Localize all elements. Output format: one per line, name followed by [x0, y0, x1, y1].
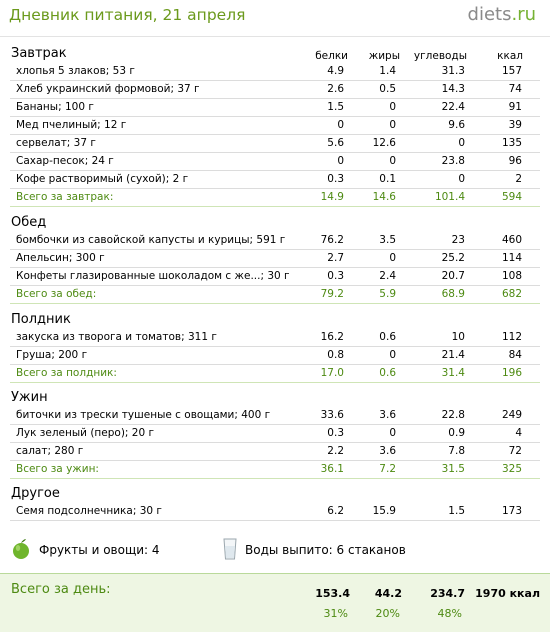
day-total-protein: 153.4: [315, 587, 350, 600]
table-row: бомбочки из савойской капусты и курицы; …: [10, 232, 540, 250]
day-total-panel: Всего за день: 153.4 44.2 234.7 1970 кка…: [0, 573, 550, 632]
table-row: Хлеб украинский формовой; 37 г 2.6 0.5 14.3…: [10, 81, 540, 99]
col-header-protein: белки: [315, 50, 348, 62]
table-row: сервелат; 37 г 5.6 12.6 0 135: [10, 135, 540, 153]
fruits-veggies-count: Фрукты и овощи: 4: [39, 543, 160, 557]
green-apple-icon: [11, 538, 31, 560]
total-row-breakfast: Всего за завтрак: 14.9 14.6 101.4 594: [10, 189, 540, 207]
table-row: Груша; 200 г 0.8 0 21.4 84: [10, 347, 540, 365]
header-divider: [0, 36, 550, 37]
table-row: Апельсин; 300 г 2.7 0 25.2 114: [10, 250, 540, 268]
page-title: Дневник питания, 21 апреля: [9, 6, 246, 24]
site-logo[interactable]: diets.ru: [468, 4, 536, 25]
table-row: Лук зеленый (перо); 20 г 0.3 0 0.9 4: [10, 425, 540, 443]
table-row: салат; 280 г 2.2 3.6 7.8 72: [10, 443, 540, 461]
table-row: Сахар-песок; 24 г 0 0 23.8 96: [10, 153, 540, 171]
day-total-carbs-pct: 48%: [437, 607, 462, 620]
col-header-carbs: углеводы: [413, 50, 467, 62]
glass-icon: [223, 538, 237, 560]
logo-tld: .ru: [511, 4, 536, 25]
section-title-snack: Полдник: [11, 312, 71, 327]
day-total-label: Всего за день:: [11, 582, 111, 597]
day-total-kcal: 1970 ккал: [475, 587, 540, 600]
table-row: Кофе растворимый (сухой); 2 г 0.3 0.1 0 2: [10, 171, 540, 189]
table-row: Бананы; 100 г 1.5 0 22.4 91: [10, 99, 540, 117]
table-row: Конфеты глазированные шоколадом с же...;…: [10, 268, 540, 286]
table-row: биточки из трески тушеные с овощами; 400…: [10, 407, 540, 425]
table-row: закуска из творога и томатов; 311 г 16.2 0…: [10, 329, 540, 347]
total-row-dinner: Всего за ужин: 36.1 7.2 31.5 325: [10, 461, 540, 479]
section-title-other: Другое: [11, 486, 60, 501]
day-total-protein-pct: 31%: [323, 607, 348, 620]
day-total-carbs: 234.7: [430, 587, 465, 600]
total-row-lunch: Всего за обед: 79.2 5.9 68.9 682: [10, 286, 540, 304]
section-title-breakfast: Завтрак: [11, 46, 67, 61]
col-header-kcal: ккал: [497, 50, 523, 62]
section-title-dinner: Ужин: [11, 390, 48, 405]
day-total-fat-pct: 20%: [375, 607, 400, 620]
day-total-fat: 44.2: [374, 587, 402, 600]
table-row: хлопья 5 злаков; 53 г 4.9 1.4 31.3 157: [10, 63, 540, 81]
total-row-snack: Всего за полдник: 17.0 0.6 31.4 196: [10, 365, 540, 383]
table-row: Семя подсолнечника; 30 г 6.2 15.9 1.5 173: [10, 503, 540, 521]
logo-main: diets: [467, 4, 512, 25]
table-row: Мед пчелиный; 12 г 0 0 9.6 39: [10, 117, 540, 135]
water-count: Воды выпито: 6 стаканов: [245, 543, 406, 557]
col-header-fat: жиры: [368, 50, 400, 62]
section-title-lunch: Обед: [11, 215, 47, 230]
